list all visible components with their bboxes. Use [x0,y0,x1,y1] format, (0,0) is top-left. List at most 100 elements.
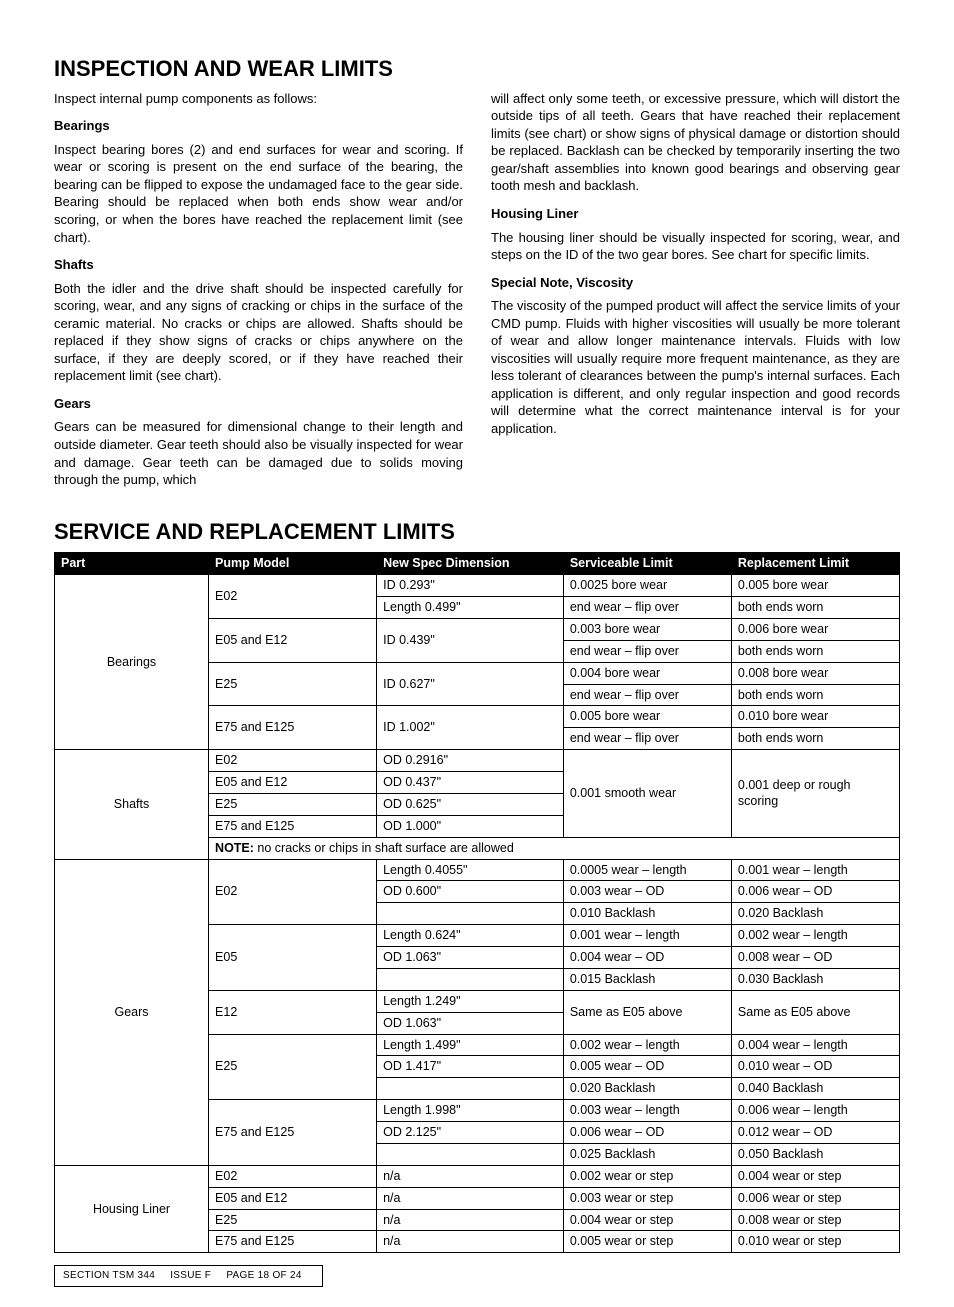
cell: E05 and E12 [209,772,377,794]
th-newspec: New Spec Dimension [377,553,564,575]
cell: 0.002 wear or step [563,1165,731,1187]
cell: 0.040 Backlash [731,1078,899,1100]
cell: OD 0.600" [377,881,564,903]
liner-text: The housing liner should be visually ins… [491,229,900,264]
cell: ID 0.627" [377,662,564,706]
table-row: Shafts E02 OD 0.2916" 0.001 smooth wear … [55,750,900,772]
cell: 0.004 wear or step [563,1209,731,1231]
part-bearings: Bearings [55,575,209,750]
bearings-text: Inspect bearing bores (2) and end surfac… [54,141,463,246]
cell: OD 1.063" [377,947,564,969]
note-text: no cracks or chips in shaft surface are … [254,841,514,855]
part-gears: Gears [55,859,209,1165]
bearings-heading: Bearings [54,117,463,135]
right-column: will affect only some teeth, or excessiv… [491,90,900,499]
cell: end wear – flip over [563,640,731,662]
cell: 0.008 bore wear [731,662,899,684]
liner-heading: Housing Liner [491,205,900,223]
part-liner: Housing Liner [55,1165,209,1253]
cell: 0.004 wear or step [731,1165,899,1187]
shafts-heading: Shafts [54,256,463,274]
cell [377,968,564,990]
cell: E05 and E12 [209,618,377,662]
cell: 0.008 wear – OD [731,947,899,969]
cell: ID 0.293" [377,575,564,597]
cell: Length 1.249" [377,990,564,1012]
th-serviceable: Serviceable Limit [563,553,731,575]
cell: 0.003 wear – length [563,1100,731,1122]
cell: Length 0.499" [377,597,564,619]
cell: 0.010 bore wear [731,706,899,728]
cell: both ends worn [731,728,899,750]
cell: E05 [209,925,377,991]
cell: E02 [209,575,377,619]
cell: 0.005 wear – OD [563,1056,731,1078]
cell: 0.006 bore wear [731,618,899,640]
cell: E25 [209,1034,377,1100]
cell: 0.015 Backlash [563,968,731,990]
cell: E75 and E125 [209,815,377,837]
cell: 0.006 wear – OD [563,1122,731,1144]
cell: 0.001 wear – length [563,925,731,947]
gears-text-2: will affect only some teeth, or excessiv… [491,90,900,195]
cell: ID 0.439" [377,618,564,662]
cell: Length 1.998" [377,1100,564,1122]
cell: 0.010 Backlash [563,903,731,925]
heading-inspection: INSPECTION AND WEAR LIMITS [54,54,900,84]
gears-text-1: Gears can be measured for dimensional ch… [54,418,463,488]
intro-text: Inspect internal pump components as foll… [54,90,463,108]
cell: 0.002 wear – length [563,1034,731,1056]
cell: 0.008 wear or step [731,1209,899,1231]
cell: 0.0025 bore wear [563,575,731,597]
cell: Length 0.4055" [377,859,564,881]
cell: E12 [209,990,377,1034]
cell: E25 [209,793,377,815]
th-part: Part [55,553,209,575]
cell: 0.010 wear – OD [731,1056,899,1078]
page-footer: SECTION TSM 344 ISSUE F PAGE 18 OF 24 [54,1265,323,1287]
viscosity-heading: Special Note, Viscosity [491,274,900,292]
cell [377,1078,564,1100]
cell: 0.005 wear or step [563,1231,731,1253]
cell: 0.003 wear – OD [563,881,731,903]
part-shafts: Shafts [55,750,209,859]
table-row: Bearings E02 ID 0.293" 0.0025 bore wear … [55,575,900,597]
cell: both ends worn [731,640,899,662]
cell: OD 1.417" [377,1056,564,1078]
cell: 0.010 wear or step [731,1231,899,1253]
cell [377,1143,564,1165]
cell: OD 0.625" [377,793,564,815]
cell: E25 [209,1209,377,1231]
cell: E05 and E12 [209,1187,377,1209]
cell: OD 1.063" [377,1012,564,1034]
footer-section: SECTION TSM 344 [63,1270,155,1281]
cell: Same as E05 above [731,990,899,1034]
cell: E75 and E125 [209,1100,377,1166]
cell: 0.001 deep or rough scoring [731,750,899,838]
cell: 0.006 wear – OD [731,881,899,903]
cell: E02 [209,750,377,772]
cell: 0.006 wear – length [731,1100,899,1122]
cell: end wear – flip over [563,597,731,619]
cell: n/a [377,1209,564,1231]
table-row: Housing Liner E02 n/a 0.002 wear or step… [55,1165,900,1187]
cell: 0.020 Backlash [563,1078,731,1100]
th-replacement: Replacement Limit [731,553,899,575]
cell: 0.012 wear – OD [731,1122,899,1144]
cell: 0.006 wear or step [731,1187,899,1209]
cell: end wear – flip over [563,684,731,706]
note-bold: NOTE: [215,841,254,855]
cell: ID 1.002" [377,706,564,750]
shafts-text: Both the idler and the drive shaft shoul… [54,280,463,385]
cell: 0.005 bore wear [563,706,731,728]
cell: Length 1.499" [377,1034,564,1056]
cell: OD 0.437" [377,772,564,794]
footer-issue: ISSUE F [170,1270,211,1281]
cell: n/a [377,1231,564,1253]
cell [377,903,564,925]
cell: n/a [377,1187,564,1209]
cell: E25 [209,662,377,706]
left-column: Inspect internal pump components as foll… [54,90,463,499]
cell: 0.004 wear – OD [563,947,731,969]
cell: 0.001 wear – length [731,859,899,881]
